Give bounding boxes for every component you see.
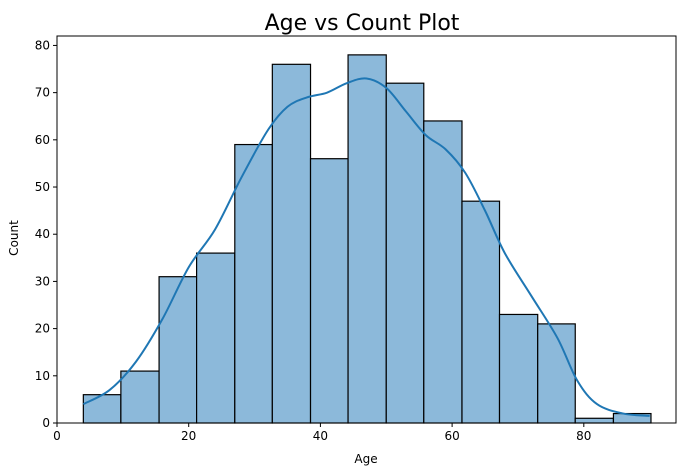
histogram-bar-2 (120, 370, 160, 424)
y-tick-label: 10 (35, 369, 50, 383)
histogram-bar-9 (385, 82, 425, 424)
kde-curve (82, 77, 650, 417)
histogram-bar-4 (196, 252, 236, 424)
histogram-bar-6 (271, 63, 312, 424)
y-tick-label: 60 (35, 133, 50, 147)
y-tick-label: 30 (35, 274, 50, 288)
histogram-bar-11 (461, 200, 501, 424)
plot-frame (56, 35, 677, 424)
histogram-bar-3 (158, 276, 198, 424)
y-axis-label: Count (7, 220, 21, 256)
chart-title: Age vs Count Plot (265, 11, 460, 36)
x-tick-label: 20 (181, 429, 196, 443)
x-tick-label: 80 (576, 429, 591, 443)
histogram-bar-8 (347, 54, 387, 424)
histogram-bar-10 (423, 120, 463, 424)
y-tick-label: 40 (35, 227, 50, 241)
histogram-bar-13 (537, 323, 576, 424)
y-tick-label: 20 (35, 322, 50, 336)
histogram-bar-5 (234, 143, 273, 424)
x-axis-ticks: 0 20 40 60 80 (53, 423, 591, 443)
x-axis-label: Age (354, 452, 377, 466)
histogram-bar-7 (309, 158, 349, 424)
x-tick-label: 0 (53, 429, 61, 443)
x-tick-label: 60 (444, 429, 459, 443)
y-tick-label: 50 (35, 180, 50, 194)
y-tick-label: 0 (42, 416, 50, 430)
histogram-bars (82, 54, 652, 424)
histogram-bar-1 (82, 394, 122, 424)
histogram-bar-14 (574, 417, 615, 424)
histogram-bar-12 (498, 313, 539, 424)
x-tick-label: 40 (313, 429, 328, 443)
y-tick-label: 70 (35, 86, 50, 100)
y-tick-label: 80 (35, 38, 50, 52)
y-axis-ticks: 0 10 20 30 40 50 60 70 80 (35, 38, 57, 430)
